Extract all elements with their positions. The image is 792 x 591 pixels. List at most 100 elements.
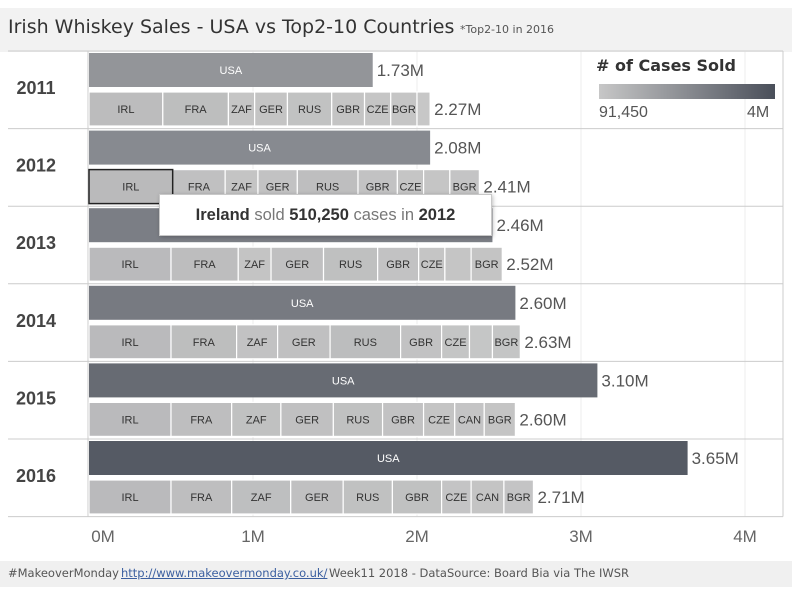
- country-segment-label: CAN: [476, 492, 499, 504]
- usa-bar-label: USA: [377, 453, 400, 465]
- country-segment-label: ZAF: [247, 337, 268, 349]
- country-segment: [391, 479, 443, 515]
- country-segment-label: GER: [266, 182, 290, 194]
- country-segment: [363, 91, 392, 127]
- country-segment: [503, 479, 535, 515]
- country-segment-label: RUS: [354, 337, 377, 349]
- country-segment: [468, 324, 494, 360]
- country-segment-label: BGR: [392, 104, 416, 116]
- country-segment-label: RUS: [356, 492, 379, 504]
- chart-title: Irish Whiskey Sales - USA vs Top2-10 Cou…: [8, 16, 455, 38]
- country-segment: [322, 246, 379, 282]
- tooltip: Ireland sold 510,250 cases in 2012: [159, 194, 492, 236]
- country-segment-label: CAN: [458, 414, 481, 426]
- usa-bar-label: USA: [220, 65, 243, 77]
- country-segment: [390, 91, 418, 127]
- usa-bar: [89, 285, 516, 320]
- country-segment-label: GBR: [336, 104, 360, 116]
- country-segment-label: IRL: [122, 182, 139, 194]
- country-segment-label: RUS: [339, 259, 362, 271]
- country-segment: [270, 246, 325, 282]
- legend-max-label: 4M: [747, 104, 770, 121]
- country-segment-label: GER: [285, 259, 309, 271]
- country-segment-label: FRA: [190, 414, 213, 426]
- country-segment-label: GBR: [409, 337, 433, 349]
- country-segment: [88, 246, 172, 282]
- country-segment-label: IRL: [121, 492, 138, 504]
- country-segment-label: BGR: [494, 337, 518, 349]
- x-tick-label: 4M: [733, 527, 757, 546]
- usa-bar: [89, 53, 373, 87]
- country-segment-label: BGR: [453, 182, 477, 194]
- usa-bar: [89, 363, 598, 398]
- tooltip-verb: sold: [254, 206, 285, 224]
- country-segment-label: CZE: [428, 414, 450, 426]
- top2-10-total-label: 2.41M: [483, 178, 530, 197]
- top2-10-total-label: 2.52M: [506, 255, 553, 274]
- legend-color-ramp: [599, 84, 775, 99]
- usa-total-label: 2.08M: [434, 139, 481, 158]
- top2-10-total-label: 2.27M: [434, 100, 481, 119]
- footer-hashtag: #MakeoverMonday: [8, 566, 119, 580]
- country-segment-label: GER: [305, 492, 329, 504]
- country-segment: [416, 91, 431, 127]
- year-label: 2011: [16, 78, 55, 98]
- legend-title: # of Cases Sold: [596, 56, 736, 75]
- country-segment-label: GBR: [391, 414, 415, 426]
- country-segment: [170, 324, 238, 360]
- country-segment-label: ZAF: [244, 259, 265, 271]
- country-segment-label: ZAF: [246, 414, 267, 426]
- tooltip-unit: cases in: [353, 206, 415, 224]
- country-segment: [377, 246, 420, 282]
- country-segment: [491, 324, 521, 360]
- usa-total-label: 1.73M: [377, 61, 424, 80]
- top2-10-total-label: 2.63M: [524, 333, 571, 352]
- country-segment: [470, 246, 503, 282]
- country-segment-label: GBR: [366, 182, 390, 194]
- country-segment: [422, 401, 456, 437]
- country-segment-label: FRA: [185, 104, 208, 116]
- country-segment-label: IRL: [121, 337, 138, 349]
- country-segment: [331, 91, 366, 127]
- country-segment: [400, 324, 443, 360]
- country-segment: [231, 401, 282, 437]
- country-segment-label: FRA: [193, 337, 216, 349]
- country-segment-label: GBR: [405, 492, 429, 504]
- x-tick-label: 1M: [241, 527, 265, 546]
- country-segment: [286, 91, 333, 127]
- country-segment: [441, 324, 471, 360]
- country-segment-label: CZE: [421, 259, 443, 271]
- usa-total-label: 2.46M: [496, 216, 543, 235]
- usa-bar-label: USA: [248, 143, 271, 155]
- legend-min-label: 91,450: [599, 104, 648, 121]
- country-segment-label: IRL: [121, 414, 138, 426]
- country-segment-label: RUS: [316, 182, 339, 194]
- country-segment-label: ZAF: [231, 104, 252, 116]
- country-segment-label: CZE: [445, 337, 467, 349]
- title-bar: Irish Whiskey Sales - USA vs Top2-10 Cou…: [0, 8, 792, 52]
- usa-bar: [89, 441, 688, 475]
- country-segment: [277, 324, 331, 360]
- country-segment-label: GBR: [386, 259, 410, 271]
- x-tick-label: 2M: [405, 527, 429, 546]
- country-segment: [381, 401, 425, 437]
- country-segment: [88, 401, 172, 437]
- country-segment-label: IRL: [121, 259, 138, 271]
- title-note: *Top2-10 in 2016: [460, 23, 555, 36]
- country-segment: [444, 246, 472, 282]
- usa-total-label: 3.65M: [692, 449, 739, 468]
- selected-segment-outline: [88, 168, 174, 205]
- country-segment-label: BGR: [475, 259, 499, 271]
- country-segment: [483, 401, 516, 437]
- top2-10-total-label: 2.60M: [519, 410, 566, 429]
- footer-link[interactable]: http://www.makeovermonday.co.uk/: [121, 566, 328, 580]
- country-segment-label: GER: [292, 337, 316, 349]
- country-segment: [237, 246, 272, 282]
- country-segment: [332, 401, 384, 437]
- tooltip-value: 510,250: [289, 206, 349, 224]
- tooltip-country: Ireland: [195, 206, 250, 224]
- country-segment-label: ZAF: [231, 182, 252, 194]
- usa-total-label: 2.60M: [519, 294, 566, 313]
- country-segment: [418, 246, 446, 282]
- x-tick-label: 3M: [569, 527, 593, 546]
